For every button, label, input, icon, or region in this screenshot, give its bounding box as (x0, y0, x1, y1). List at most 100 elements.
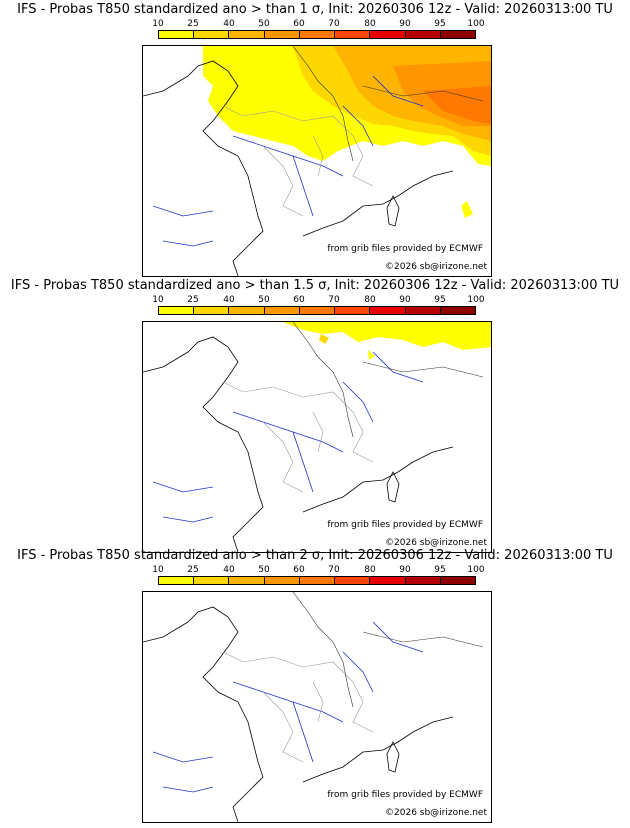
map-panel-2: IFS - Probas T850 standardized ano > tha… (0, 276, 630, 553)
colorbar-swatch (335, 307, 371, 314)
prob-zone-10 (283, 322, 491, 350)
panel-title: IFS - Probas T850 standardized ano > tha… (10, 278, 620, 293)
colorbar-label: 90 (399, 295, 411, 305)
river-network (152, 351, 424, 523)
prob-zone-25 (319, 334, 329, 344)
coastline-mediterranean (302, 446, 454, 513)
colorbar-swatch (264, 31, 300, 38)
national-borders (292, 46, 484, 162)
colorbar-label: 100 (467, 295, 485, 305)
colorbar-swatch (229, 307, 265, 314)
map-graphic (143, 322, 491, 552)
colorbar-swatch (405, 577, 441, 584)
colorbar-swatch (264, 307, 300, 314)
coastline-west (143, 606, 264, 822)
island-corsica (386, 471, 400, 503)
colorbar-swatch (159, 31, 195, 38)
colorbar-labels: 10 25 40 50 60 70 80 90 95 100 (142, 295, 492, 305)
colorbar-swatch (440, 307, 475, 314)
map-panel-1: IFS - Probas T850 standardized ano > tha… (0, 0, 630, 277)
colorbar-label: 50 (258, 19, 270, 29)
colorbar (158, 306, 476, 315)
prob-zone-island (461, 201, 473, 218)
probability-map: from grib files provided by ECMWF ©2026 … (142, 591, 492, 823)
colorbar-swatch (264, 577, 300, 584)
colorbar-swatch (299, 31, 336, 38)
island-corsica (386, 741, 400, 773)
panel-title: IFS - Probas T850 standardized ano > tha… (17, 548, 613, 563)
map-panel-3: IFS - Probas T850 standardized ano > tha… (0, 546, 630, 823)
colorbar-swatch (370, 577, 406, 584)
map-graphic (143, 592, 484, 822)
colorbar-label: 50 (258, 565, 270, 575)
colorbar-label: 100 (467, 565, 485, 575)
colorbar-label: 70 (328, 295, 340, 305)
colorbar-labels: 10 25 40 50 60 70 80 90 95 100 (142, 19, 492, 29)
colorbar (158, 30, 476, 39)
colorbar-swatch (335, 577, 371, 584)
credit-grib: from grib files provided by ECMWF (327, 520, 483, 530)
coastline-mediterranean (302, 170, 454, 237)
colorbar-label: 60 (293, 19, 305, 29)
colorbar-label: 40 (223, 295, 235, 305)
colorbar-label: 50 (258, 295, 270, 305)
colorbar-label: 95 (434, 19, 446, 29)
regional-borders (222, 105, 374, 217)
prob-zone-60 (423, 86, 491, 124)
colorbar-label: 60 (293, 565, 305, 575)
colorbar-label: 80 (364, 565, 376, 575)
regional-borders (222, 381, 374, 493)
colorbar-label: 25 (187, 565, 199, 575)
colorbar-label: 70 (328, 19, 340, 29)
colorbar-label: 10 (152, 295, 164, 305)
colorbar-swatch (159, 307, 195, 314)
credit-copyright: ©2026 sb@irizone.net (385, 808, 487, 818)
national-borders (292, 322, 484, 438)
colorbar-label: 80 (364, 295, 376, 305)
regional-borders (222, 651, 374, 763)
colorbar-swatch (229, 577, 265, 584)
colorbar-label: 100 (467, 19, 485, 29)
colorbar-label: 10 (152, 19, 164, 29)
credit-grib: from grib files provided by ECMWF (327, 790, 483, 800)
colorbar-label: 40 (223, 565, 235, 575)
prob-zone-small (368, 350, 375, 360)
map-graphic (143, 46, 491, 276)
credit-grib: from grib files provided by ECMWF (327, 244, 483, 254)
colorbar-label: 10 (152, 565, 164, 575)
coastline-west (143, 60, 264, 276)
colorbar (158, 576, 476, 585)
colorbar-labels: 10 25 40 50 60 70 80 90 95 100 (142, 565, 492, 575)
colorbar-swatch (299, 307, 336, 314)
colorbar-swatch (405, 307, 441, 314)
credit-copyright: ©2026 sb@irizone.net (385, 262, 487, 272)
colorbar-label: 25 (187, 295, 199, 305)
colorbar-swatch (440, 577, 475, 584)
colorbar-label: 25 (187, 19, 199, 29)
island-corsica (386, 195, 400, 227)
colorbar-swatch (335, 31, 371, 38)
colorbar-label: 70 (328, 565, 340, 575)
colorbar-label: 90 (399, 19, 411, 29)
panel-title: IFS - Probas T850 standardized ano > tha… (17, 2, 613, 17)
colorbar-swatch (194, 31, 230, 38)
colorbar-swatch (405, 31, 441, 38)
colorbar-swatch (159, 577, 195, 584)
probability-map: from grib files provided by ECMWF ©2026 … (142, 45, 492, 277)
credit-copyright: ©2026 sb@irizone.net (385, 538, 487, 548)
coastline-west (143, 336, 264, 552)
river-network (152, 75, 424, 247)
colorbar-swatch (299, 577, 336, 584)
colorbar-swatch (370, 307, 406, 314)
colorbar-label: 95 (434, 565, 446, 575)
colorbar-label: 40 (223, 19, 235, 29)
colorbar-label: 95 (434, 295, 446, 305)
coastline-mediterranean (302, 716, 454, 783)
colorbar-label: 80 (364, 19, 376, 29)
colorbar-swatch (194, 577, 230, 584)
colorbar-label: 60 (293, 295, 305, 305)
colorbar-label: 90 (399, 565, 411, 575)
river-network (152, 621, 424, 793)
colorbar-swatch (194, 307, 230, 314)
colorbar-swatch (440, 31, 475, 38)
